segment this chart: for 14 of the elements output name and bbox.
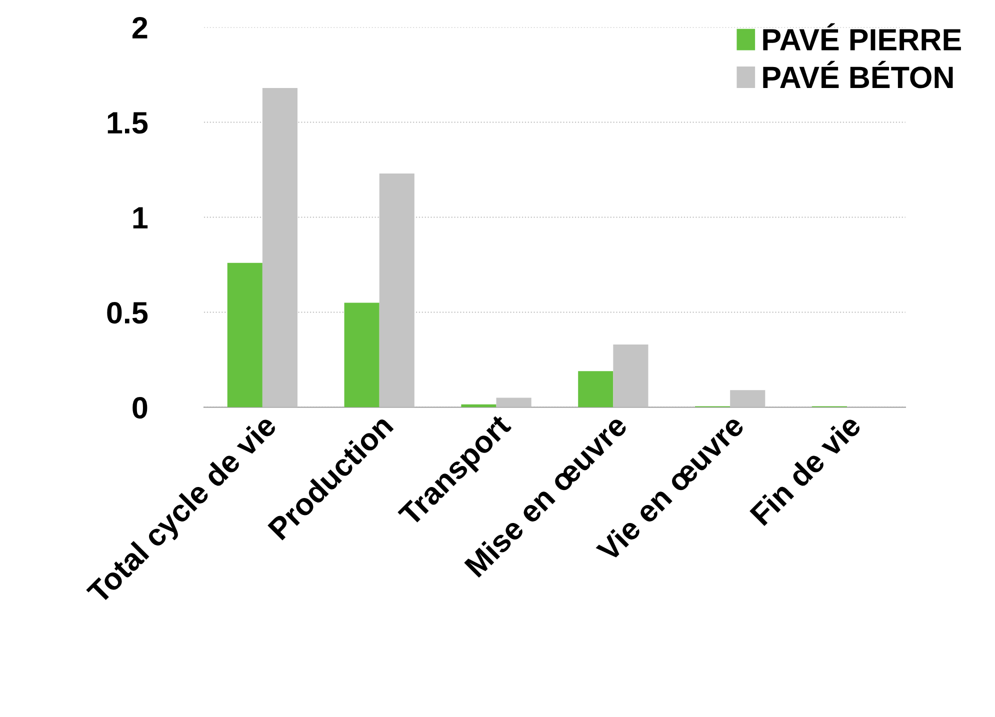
legend-label: PAVÉ BÉTON (763, 60, 953, 88)
y-tick-label: 2 (132, 16, 148, 38)
x-tick-label: Fin de vie (748, 412, 862, 526)
y-tick-label: 0.5 (107, 302, 148, 324)
bar (613, 344, 648, 408)
y-tick-label: 0 (132, 396, 148, 419)
legend-label: PAVÉ PIERRE (763, 23, 961, 50)
y-tick-label: 1 (133, 207, 148, 228)
bar (344, 302, 380, 408)
bar (730, 390, 766, 408)
bar (578, 371, 614, 408)
bar (496, 398, 532, 408)
y-tick-label: 1.5 (108, 112, 148, 134)
bar (227, 262, 262, 408)
